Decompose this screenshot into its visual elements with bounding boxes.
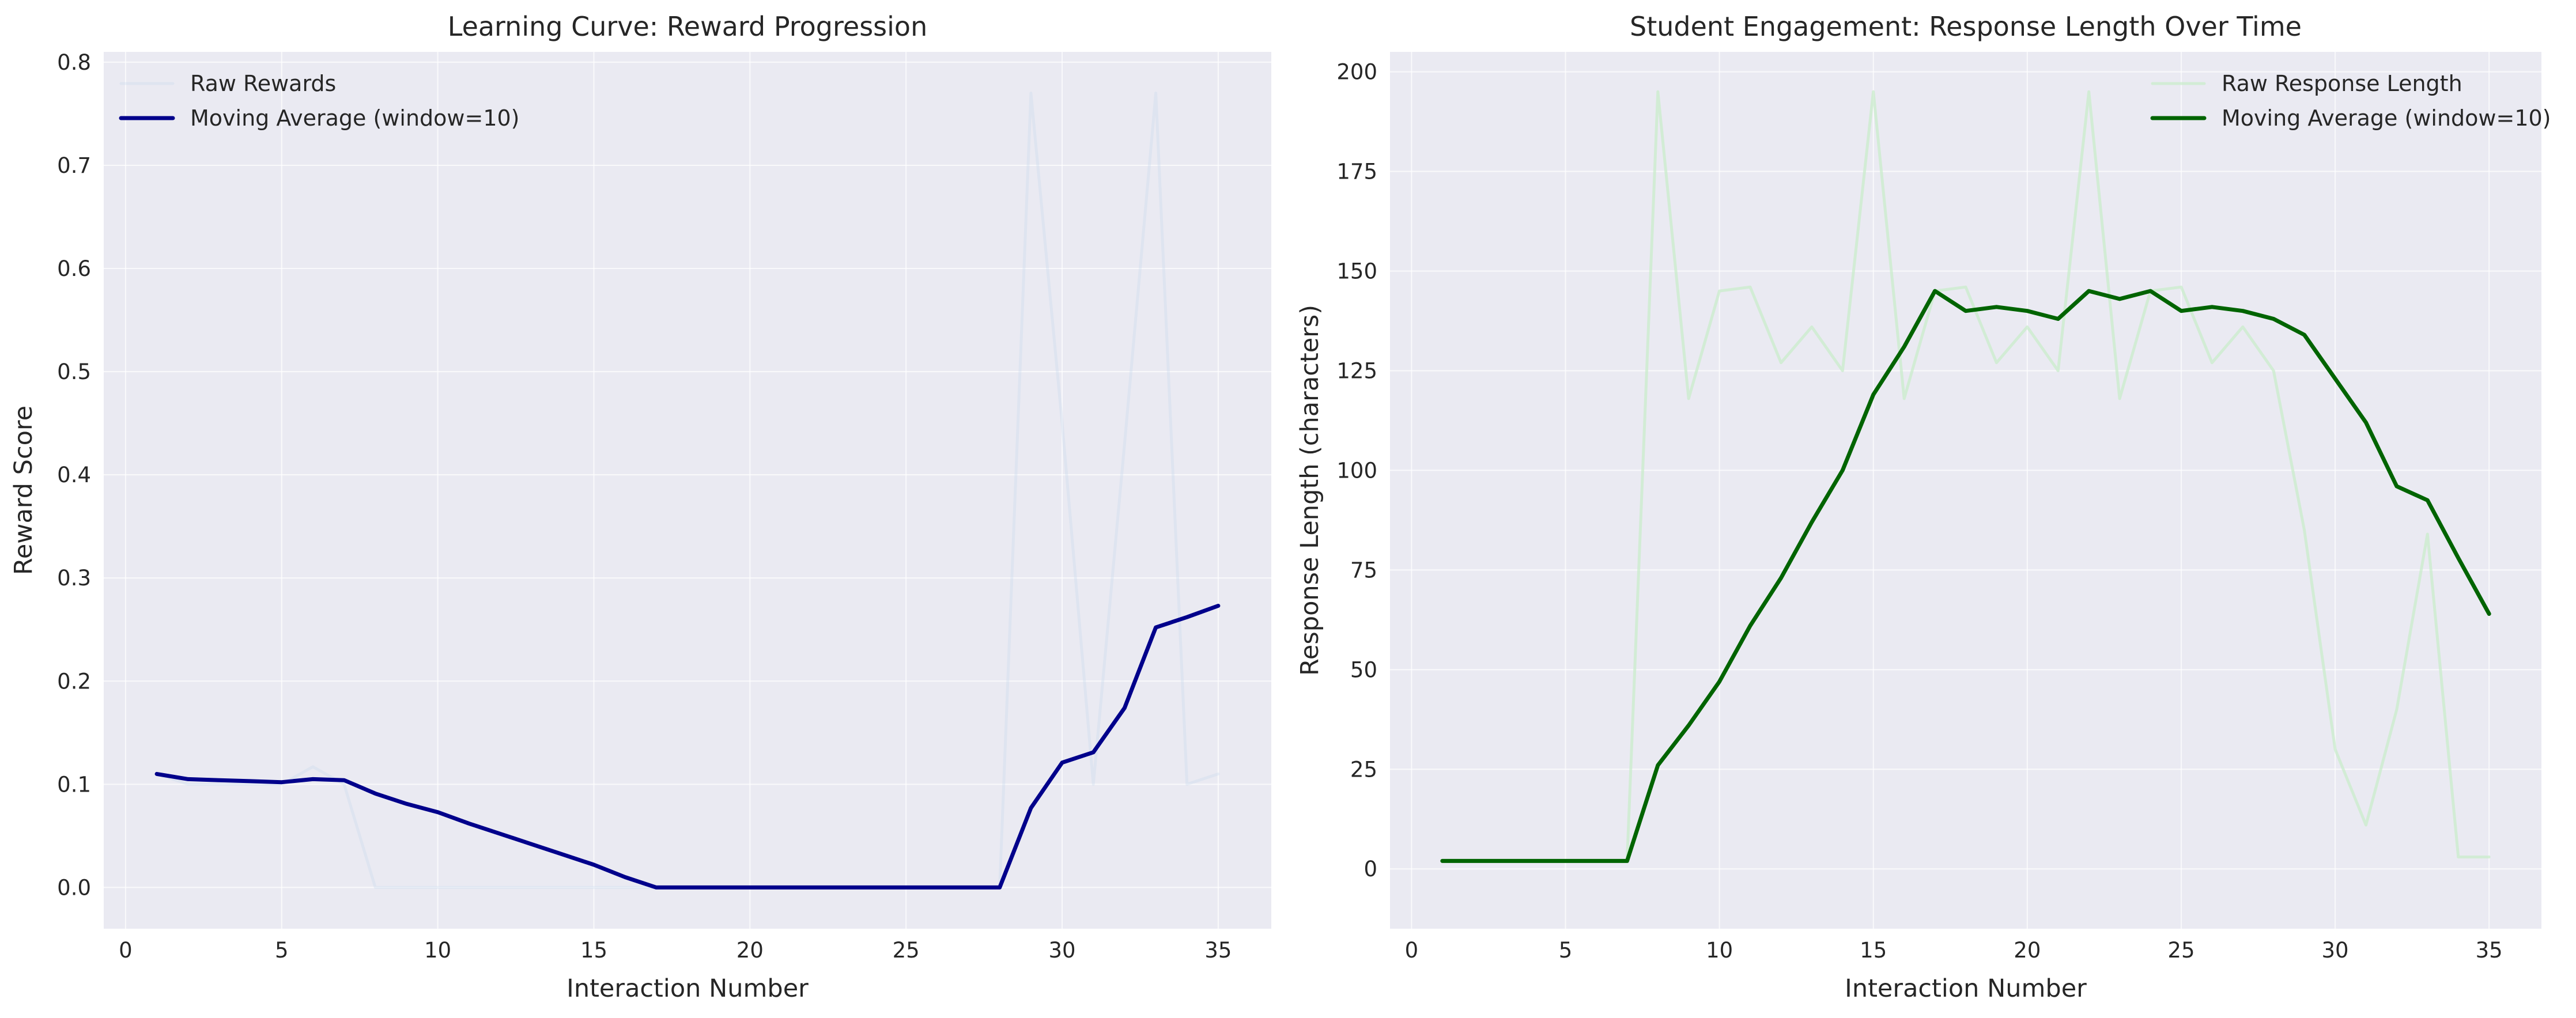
y-tick-label: 50 xyxy=(1350,657,1377,682)
chart-title: Student Engagement: Response Length Over… xyxy=(1630,11,2302,42)
y-tick-label: 100 xyxy=(1336,458,1377,483)
x-tick-label: 10 xyxy=(1706,938,1733,963)
y-axis-label: Reward Score xyxy=(9,406,38,575)
x-tick-label: 0 xyxy=(1405,938,1419,963)
x-tick-label: 30 xyxy=(2322,938,2349,963)
y-tick-label: 0.2 xyxy=(57,669,91,694)
x-tick-label: 20 xyxy=(736,938,764,963)
x-tick-label: 20 xyxy=(2014,938,2041,963)
y-tick-label: 0.4 xyxy=(57,463,91,487)
x-tick-label: 25 xyxy=(2167,938,2194,963)
x-tick-label: 10 xyxy=(424,938,451,963)
legend: Raw Response Length Moving Average (windo… xyxy=(2150,71,2551,131)
series-line-2 xyxy=(154,604,1221,890)
y-tick-label: 0.8 xyxy=(57,50,91,75)
plot-area xyxy=(104,52,1271,929)
y-tick-label: 0.5 xyxy=(57,359,91,384)
y-tick-label: 125 xyxy=(1336,358,1377,383)
x-tick-label: 5 xyxy=(1559,938,1573,963)
x-tick-label: 5 xyxy=(275,938,289,963)
chart-title: Learning Curve: Reward Progression xyxy=(448,11,927,42)
y-tick-label: 0.0 xyxy=(57,875,91,900)
legend-label: Moving Average (window=10) xyxy=(2222,105,2551,131)
x-tick-label: 35 xyxy=(2476,938,2503,963)
y-tick-label: 0.6 xyxy=(57,256,91,281)
y-tick-label: 0.1 xyxy=(57,772,91,797)
x-tick-label: 25 xyxy=(893,938,920,963)
y-tick-label: 0.7 xyxy=(57,153,91,178)
x-tick-label: 15 xyxy=(1860,938,1887,963)
y-tick-label: 175 xyxy=(1336,160,1377,184)
legend: Raw Rewards Moving Average (window=10) xyxy=(119,71,520,131)
legend-label: Moving Average (window=10) xyxy=(190,105,520,131)
chart-panel-1: 0 5 10 15 20 25 30 35 0.0 0.1 0.2 0.3 0.4 0.5 0.6 0.7 0.… xyxy=(9,11,1271,1003)
series-line-2 xyxy=(1440,289,2491,863)
y-tick-label: 75 xyxy=(1350,558,1377,582)
y-tick-label: 25 xyxy=(1350,757,1377,782)
y-tick-label: 200 xyxy=(1336,60,1377,85)
plot-area xyxy=(1390,52,2541,929)
x-tick-label: 0 xyxy=(119,938,133,963)
x-axis-label: Interaction Number xyxy=(1845,974,2087,1003)
chart-panel-2: 0 5 10 15 20 25 30 35 0 25 50 75 100 125 150 175 200 Stud… xyxy=(1295,11,2551,1003)
x-tick-label: 30 xyxy=(1049,938,1076,963)
x-tick-label: 35 xyxy=(1204,938,1232,963)
y-axis-label: Response Length (characters) xyxy=(1295,305,1324,676)
y-tick-label: 0 xyxy=(1363,857,1377,881)
y-tick-label: 0.3 xyxy=(57,566,91,591)
legend-label: Raw Response Length xyxy=(2222,71,2462,96)
x-axis-label: Interaction Number xyxy=(566,974,809,1003)
y-tick-label: 150 xyxy=(1336,259,1377,284)
legend-label: Raw Rewards xyxy=(190,71,336,96)
x-tick-label: 15 xyxy=(580,938,607,963)
